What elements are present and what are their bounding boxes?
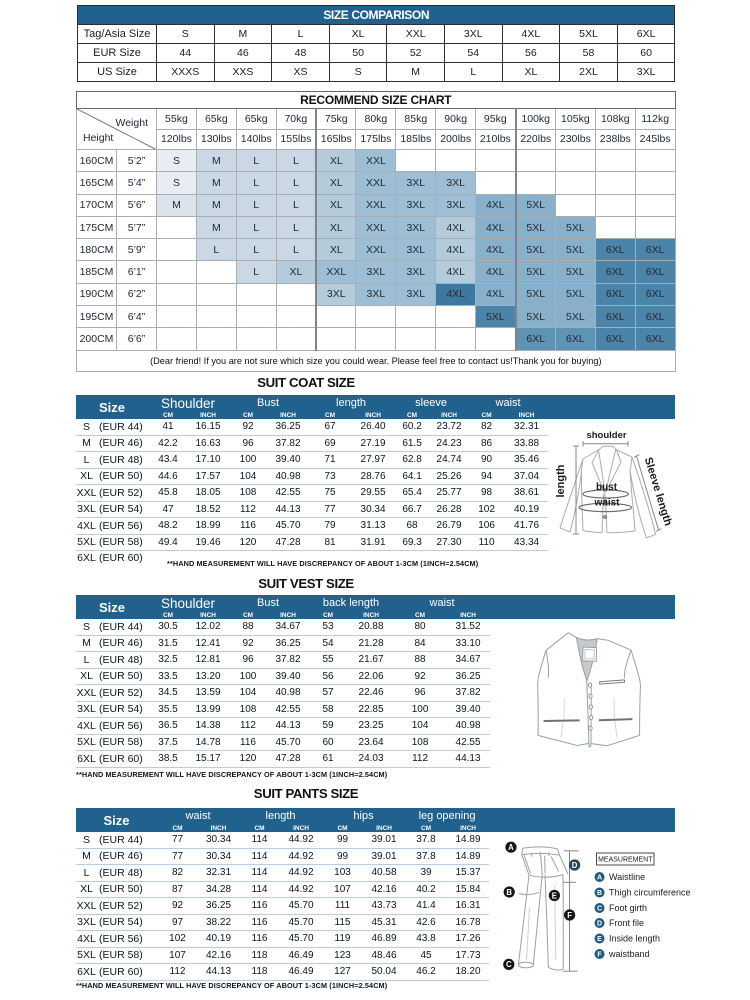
svg-text:B: B — [506, 888, 512, 897]
svg-text:E: E — [552, 891, 557, 900]
svg-text:Thigh circumference: Thigh circumference — [609, 888, 691, 898]
svg-text:bust: bust — [596, 482, 618, 493]
svg-text:C: C — [597, 906, 602, 913]
svg-text:MEASUREMENT: MEASUREMENT — [598, 856, 653, 863]
svg-text:waistband: waistband — [608, 949, 650, 959]
svg-text:F: F — [567, 911, 572, 920]
svg-text:shoulder: shoulder — [586, 430, 626, 441]
svg-text:D: D — [597, 921, 602, 928]
svg-text:Front file: Front file — [609, 918, 644, 928]
svg-text:length: length — [555, 464, 567, 497]
svg-text:E: E — [597, 936, 602, 943]
svg-text:Waistline: Waistline — [609, 872, 645, 882]
svg-text:C: C — [506, 960, 512, 969]
svg-text:Inside length: Inside length — [609, 934, 660, 944]
svg-text:Foot girth: Foot girth — [609, 903, 647, 913]
svg-text:waist: waist — [593, 498, 620, 509]
svg-text:A: A — [597, 875, 602, 882]
svg-text:F: F — [597, 952, 602, 959]
svg-text:Sleeve length: Sleeve length — [642, 456, 674, 528]
svg-text:A: A — [508, 843, 514, 852]
svg-text:B: B — [597, 890, 602, 897]
svg-text:D: D — [572, 861, 578, 870]
